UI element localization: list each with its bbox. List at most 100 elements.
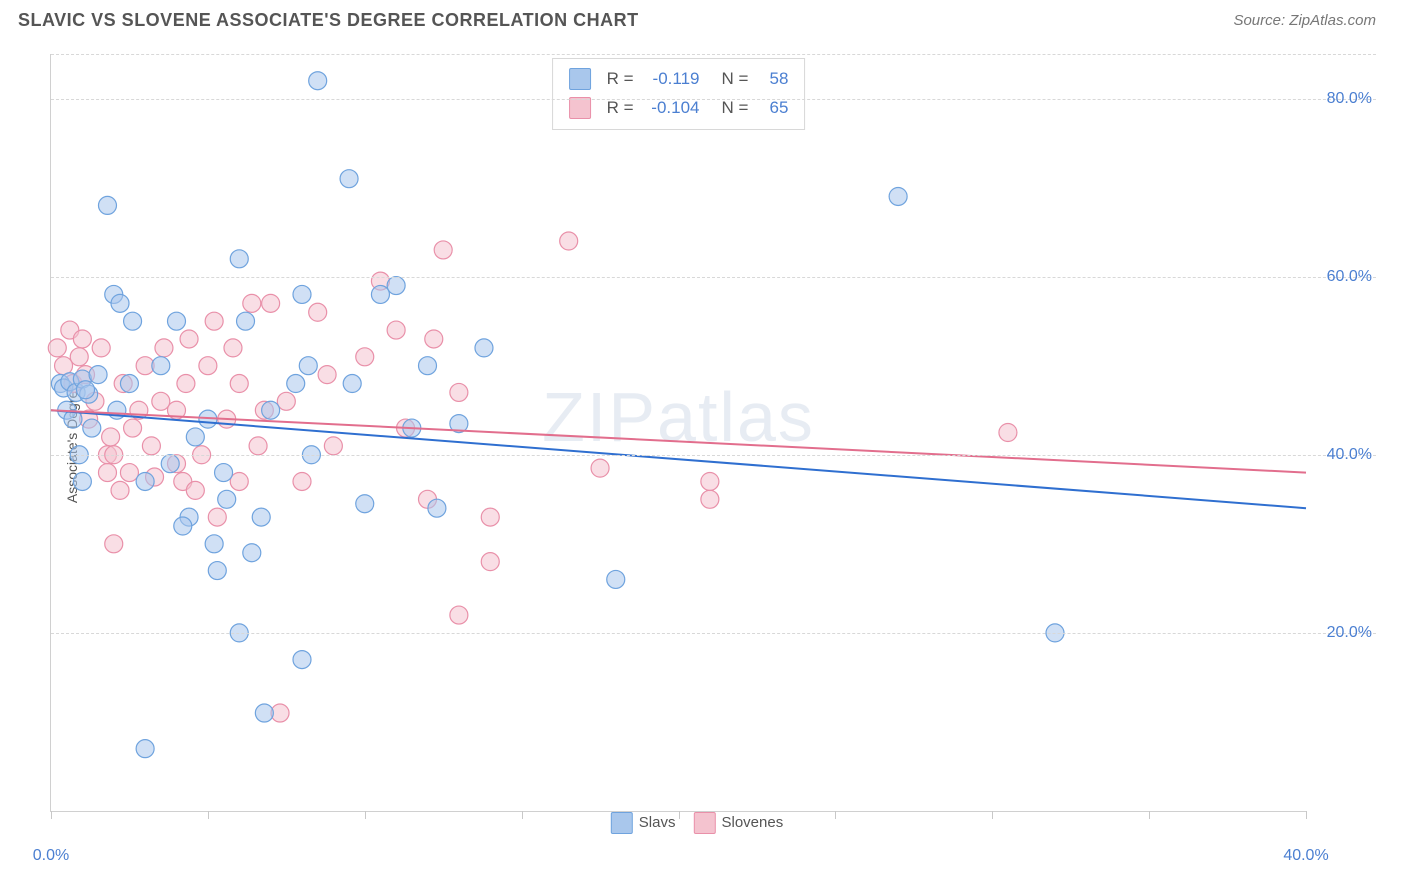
x-tick: [365, 811, 366, 819]
data-point: [425, 330, 443, 348]
data-point: [186, 481, 204, 499]
x-legend-label: Slovenes: [721, 814, 783, 831]
grid-line: [51, 277, 1376, 278]
scatter-svg: [51, 54, 1306, 811]
data-point: [218, 490, 236, 508]
data-point: [174, 517, 192, 535]
grid-line: [51, 455, 1376, 456]
x-tick: [1149, 811, 1150, 819]
grid-line: [51, 54, 1376, 55]
data-point: [152, 392, 170, 410]
data-point: [70, 348, 88, 366]
data-point: [161, 455, 179, 473]
data-point: [889, 187, 907, 205]
data-point: [73, 472, 91, 490]
x-tick: [1306, 811, 1307, 819]
data-point: [481, 508, 499, 526]
data-point: [152, 357, 170, 375]
y-tick-label: 40.0%: [1327, 446, 1372, 464]
data-point: [237, 312, 255, 330]
data-point: [48, 339, 66, 357]
data-point: [111, 481, 129, 499]
x-tick: [835, 811, 836, 819]
data-point: [73, 330, 91, 348]
data-point: [124, 312, 142, 330]
data-point: [142, 437, 160, 455]
x-axis-legend: Slavs Slovenes: [611, 812, 783, 834]
data-point: [299, 357, 317, 375]
data-point: [186, 428, 204, 446]
data-point: [177, 375, 195, 393]
trend-line: [51, 410, 1306, 508]
data-point: [155, 339, 173, 357]
data-point: [205, 312, 223, 330]
data-point: [205, 535, 223, 553]
data-point: [55, 357, 73, 375]
data-point: [428, 499, 446, 517]
x-legend-item: Slavs: [611, 812, 676, 834]
grid-line: [51, 99, 1376, 100]
data-point: [77, 381, 95, 399]
data-point: [343, 375, 361, 393]
chart-title: SLAVIC VS SLOVENE ASSOCIATE'S DEGREE COR…: [18, 10, 639, 31]
data-point: [83, 419, 101, 437]
data-point: [124, 419, 142, 437]
data-point: [324, 437, 342, 455]
data-point: [371, 285, 389, 303]
plot-area: ZIPatlas R =-0.119N =58R =-0.104N =65 20…: [50, 54, 1306, 812]
data-point: [309, 303, 327, 321]
data-point: [607, 570, 625, 588]
data-point: [293, 285, 311, 303]
data-point: [387, 321, 405, 339]
data-point: [475, 339, 493, 357]
data-point: [340, 170, 358, 188]
data-point: [136, 472, 154, 490]
y-tick-label: 80.0%: [1327, 90, 1372, 108]
x-legend-label: Slavs: [639, 814, 676, 831]
data-point: [293, 472, 311, 490]
data-point: [92, 339, 110, 357]
x-tick-label: 40.0%: [1283, 847, 1328, 865]
chart-container: Associate's Degree ZIPatlas R =-0.119N =…: [18, 44, 1376, 842]
y-tick-label: 60.0%: [1327, 268, 1372, 286]
data-point: [252, 508, 270, 526]
data-point: [180, 330, 198, 348]
data-point: [102, 428, 120, 446]
data-point: [208, 508, 226, 526]
data-point: [249, 437, 267, 455]
data-point: [309, 72, 327, 90]
data-point: [120, 375, 138, 393]
data-point: [168, 312, 186, 330]
data-point: [560, 232, 578, 250]
data-point: [243, 544, 261, 562]
data-point: [199, 357, 217, 375]
data-point: [287, 375, 305, 393]
data-point: [98, 464, 116, 482]
data-point: [136, 740, 154, 758]
data-point: [701, 490, 719, 508]
data-point: [419, 357, 437, 375]
legend-swatch: [611, 812, 633, 834]
data-point: [208, 562, 226, 580]
data-point: [999, 424, 1017, 442]
data-point: [111, 294, 129, 312]
legend-swatch: [693, 812, 715, 834]
data-point: [356, 495, 374, 513]
data-point: [243, 294, 261, 312]
data-point: [387, 277, 405, 295]
data-point: [89, 366, 107, 384]
data-point: [98, 196, 116, 214]
x-tick-label: 0.0%: [33, 847, 69, 865]
data-point: [230, 472, 248, 490]
data-point: [434, 241, 452, 259]
x-legend-item: Slovenes: [693, 812, 783, 834]
data-point: [701, 472, 719, 490]
data-point: [356, 348, 374, 366]
data-point: [262, 294, 280, 312]
data-point: [230, 375, 248, 393]
data-point: [481, 553, 499, 571]
data-point: [262, 401, 280, 419]
data-point: [293, 651, 311, 669]
x-tick: [208, 811, 209, 819]
y-tick-label: 20.0%: [1327, 624, 1372, 642]
